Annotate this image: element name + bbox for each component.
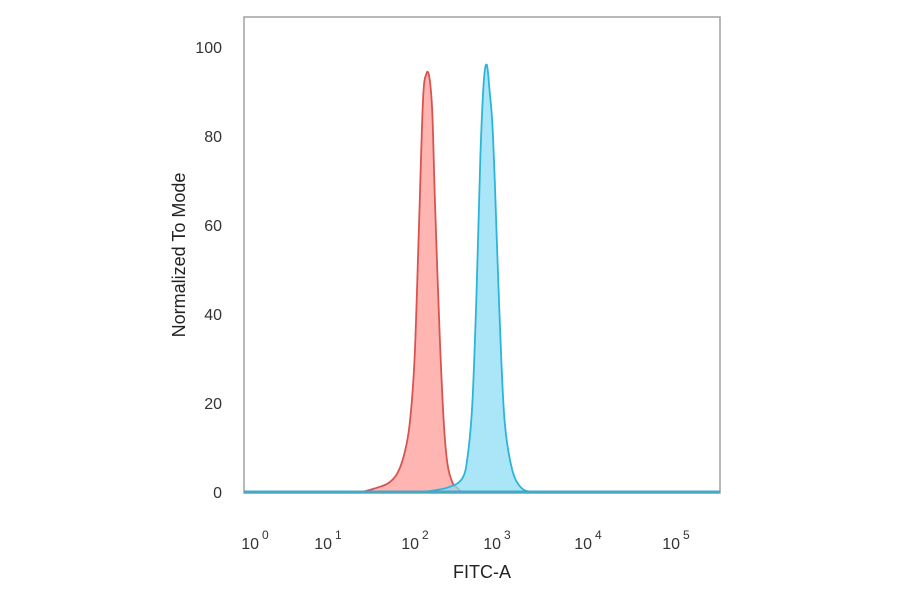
y-tick-label: 40: [204, 307, 222, 324]
x-tick-label: 104: [574, 528, 602, 553]
x-tick-label: 105: [662, 528, 690, 553]
series-area-1: [423, 64, 549, 493]
x-axis-title: FITC-A: [453, 562, 511, 582]
x-tick-label: 103: [483, 528, 511, 553]
x-tick-label: 100: [241, 528, 269, 553]
y-axis-title: Normalized To Mode: [169, 173, 189, 338]
y-tick-label: 0: [213, 485, 222, 502]
series-layer: [361, 63, 549, 494]
x-tick-label: 102: [401, 528, 429, 553]
y-tick-label: 80: [204, 129, 222, 146]
x-axis-ticks: 100 101 102 103 104 105: [241, 528, 690, 553]
y-tick-label: 60: [204, 218, 222, 235]
x-tick-label: 101: [314, 528, 342, 553]
series-line-1: [422, 63, 549, 494]
y-tick-label: 100: [195, 40, 222, 57]
y-axis-ticks: 0 20 40 60 80 100: [195, 40, 222, 502]
y-tick-label: 20: [204, 396, 222, 413]
